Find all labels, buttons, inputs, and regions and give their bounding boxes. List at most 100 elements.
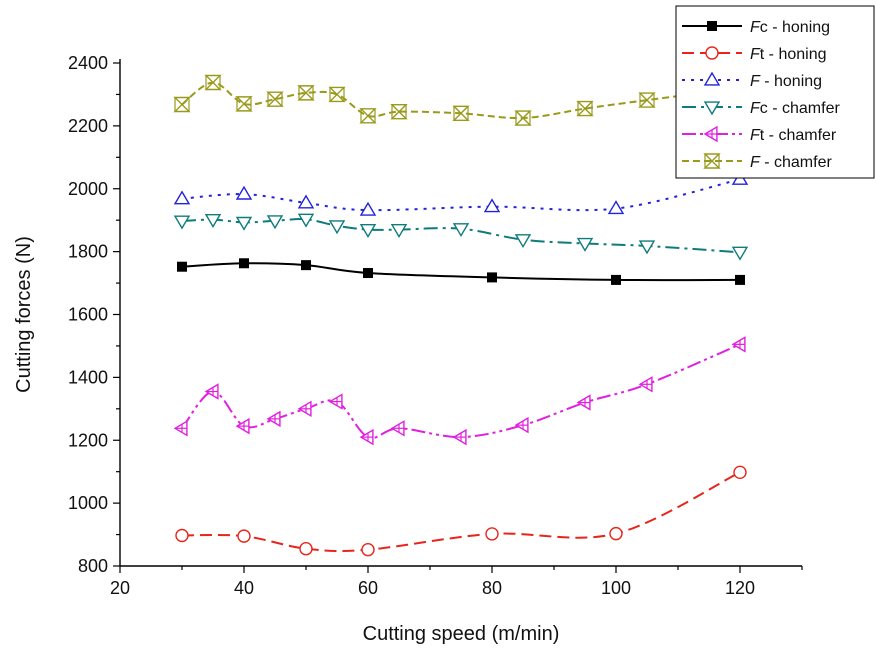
legend-item: Ft - honing [682,46,827,63]
series-line [181,178,741,212]
x-tick-label: 40 [234,578,254,598]
series-1 [175,465,747,557]
data-point [299,542,313,556]
legend-label-text: - honing [760,73,822,90]
legend-label: Fc - honing [750,19,830,36]
y-axis-title: Cutting forces (N) [13,236,35,393]
legend-label: Ft - honing [750,46,827,63]
legend-label-symbol: F [750,19,761,36]
y-tick-label: 1800 [68,242,108,262]
x-tick-label: 20 [110,578,130,598]
data-point [297,85,315,101]
data-point [359,428,374,446]
series-4 [173,336,746,446]
data-point [328,220,346,235]
legend-label: Ft - chamfer [750,127,837,144]
data-point [452,223,470,238]
data-point [611,274,621,285]
series-line [181,262,741,282]
legend-label: F - chamfer [750,154,832,171]
data-point [576,237,594,252]
y-tick-label: 1400 [68,367,108,387]
data-point [237,529,251,543]
data-point [363,268,373,279]
y-tick-label: 1600 [68,305,108,325]
data-point [390,224,408,238]
data-point [514,416,529,434]
data-point [175,528,189,543]
data-point [297,194,315,209]
legend-label-text: - chamfer [760,154,833,171]
legend-marker [703,125,718,143]
data-point [735,274,745,285]
series-2 [173,170,749,216]
legend-marker [703,71,721,86]
plot-area [173,74,749,557]
data-point [638,240,656,255]
data-point [239,258,249,269]
data-point [390,104,408,120]
data-point [235,417,250,435]
data-point [731,336,746,353]
data-point [514,234,532,249]
data-point [173,420,188,437]
legend-marker [703,153,721,169]
data-point [733,465,747,480]
data-point [235,185,253,200]
legend-label-symbol: F [750,154,761,171]
legend-box [675,5,875,179]
data-point [301,260,311,271]
data-point [361,542,375,557]
data-point [328,393,343,410]
data-point [177,261,187,272]
y-tick-label: 2400 [68,53,108,73]
data-point [235,216,253,231]
data-point [359,224,377,238]
legend-label-symbol: F [750,100,761,117]
data-point [297,213,315,228]
legend-label-text: t - chamfer [760,127,837,144]
data-point [173,190,191,205]
legend-label-symbol: F [750,46,761,63]
legend-item: F - chamfer [682,153,832,171]
data-point [638,92,656,108]
data-point [452,105,470,122]
data-point [576,394,591,411]
legend-item: Fc - chamfer [682,100,840,117]
y-tick-label: 1200 [68,430,108,450]
series-3 [173,213,749,261]
series-0 [177,258,745,285]
legend-label: F - honing [750,73,822,90]
y-tick-label: 2000 [68,179,108,199]
legend-item: F - honing [682,71,822,90]
data-point [266,215,284,230]
data-point [204,213,222,228]
data-point [452,428,467,446]
data-point [235,96,253,112]
legend-label-symbol: F [750,73,761,90]
data-point [297,400,312,418]
data-point [204,74,222,91]
data-point [204,383,219,400]
legend-label: Fc - chamfer [750,100,840,117]
legend-marker [707,21,717,31]
data-point [607,200,625,215]
data-point [514,110,532,126]
data-point [359,108,377,124]
data-point [638,376,653,393]
data-point [487,272,497,283]
axes: 20 40 60 80 100 120 800 1000 1200 1400 1600 1800 200… [68,53,803,598]
series-5 [173,74,749,126]
x-tick-label: 80 [482,578,502,598]
legend-item: Ft - chamfer [682,125,837,144]
series-line [181,343,741,440]
data-point [328,86,346,103]
legend-label-text: t - honing [760,46,827,63]
y-tick-label: 2200 [68,116,108,136]
series-line [181,471,741,553]
data-point [173,215,191,230]
data-point [576,100,594,117]
y-tick-label: 800 [78,556,108,576]
